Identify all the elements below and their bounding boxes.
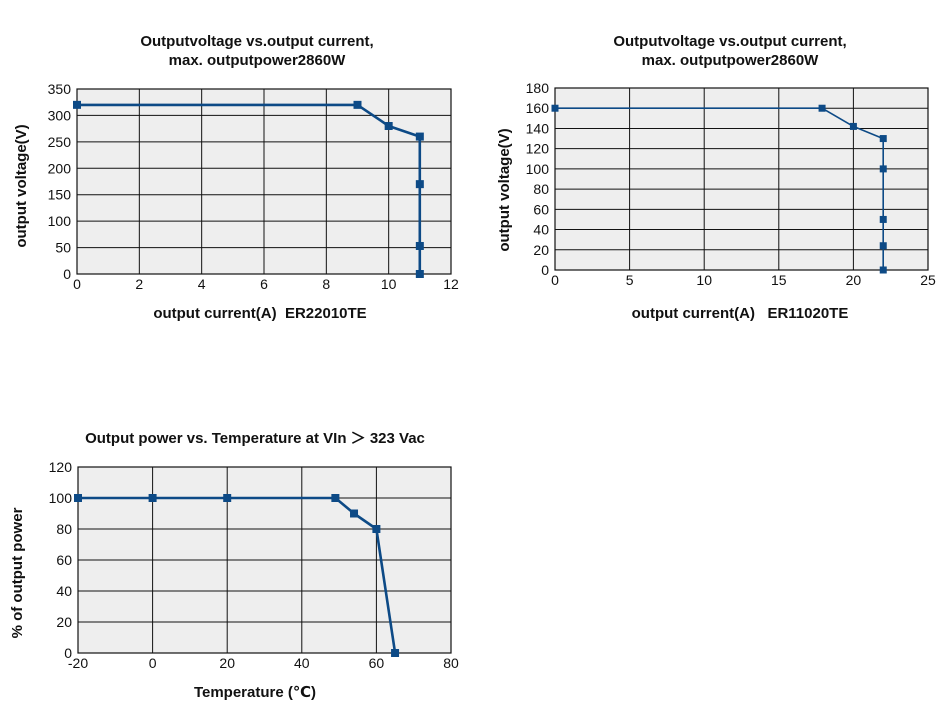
- y-tick-label: 0: [64, 645, 72, 661]
- chart-title: max. outputpower2860W: [169, 52, 347, 69]
- data-point-marker: [415, 132, 424, 141]
- data-point-marker: [415, 270, 424, 278]
- y-tick-label: 140: [526, 120, 550, 136]
- x-axis-title: Temperature (℃): [194, 684, 316, 701]
- x-tick-label: 0: [73, 276, 81, 292]
- data-point-marker: [551, 104, 559, 112]
- data-point-marker: [879, 165, 887, 173]
- data-point-marker: [223, 494, 232, 502]
- y-tick-label: 50: [55, 240, 71, 256]
- x-tick-label: 60: [369, 655, 385, 671]
- y-tick-label: 250: [48, 134, 72, 150]
- x-tick-label: 80: [443, 655, 459, 671]
- series-line: [555, 107, 885, 270]
- x-axis-title: output current(A) ER22010TE: [153, 305, 366, 322]
- x-tick-label: 15: [771, 272, 787, 288]
- data-point-marker: [391, 649, 400, 657]
- data-point-marker: [331, 494, 340, 502]
- x-tick-label: 40: [294, 655, 310, 671]
- y-tick-label: 40: [56, 583, 72, 599]
- chart-title: max. outputpower2860W: [642, 52, 820, 69]
- data-point-marker: [415, 180, 424, 189]
- y-tick-label: 60: [56, 552, 72, 568]
- y-tick-label: 0: [541, 262, 549, 278]
- y-tick-label: 120: [526, 141, 550, 157]
- y-tick-label: 100: [49, 490, 73, 506]
- x-tick-label: 8: [322, 276, 330, 292]
- y-tick-label: 80: [533, 181, 549, 197]
- chart-2: Outputvoltage vs.output current, max. out…: [496, 33, 936, 322]
- chart-1: Outputvoltage vs.output current, max. out…: [13, 33, 459, 322]
- x-tick-label: 10: [696, 272, 712, 288]
- y-tick-label: 120: [49, 459, 73, 475]
- x-tick-label: 0: [551, 272, 559, 288]
- data-point-marker: [74, 494, 82, 502]
- x-tick-label: 12: [443, 276, 459, 292]
- y-axis-title: % of output power: [9, 507, 26, 638]
- data-point-marker: [879, 215, 887, 223]
- data-point-marker: [353, 100, 362, 109]
- plot-area: [554, 87, 929, 271]
- y-tick-label: 20: [56, 614, 72, 630]
- y-tick-label: 350: [48, 81, 72, 97]
- y-tick-label: 80: [56, 521, 72, 537]
- x-tick-label: -20: [68, 655, 88, 671]
- y-tick-label: 200: [48, 160, 72, 176]
- x-tick-label: 25: [920, 272, 936, 288]
- x-tick-label: 10: [381, 276, 397, 292]
- chart-title: Output power vs. Temperature at VIn ＞ 32…: [85, 430, 425, 447]
- y-tick-label: 100: [48, 213, 72, 229]
- x-tick-label: 2: [135, 276, 143, 292]
- y-tick-label: 40: [533, 222, 549, 238]
- y-tick-label: 60: [533, 201, 549, 217]
- data-point-marker: [879, 242, 887, 250]
- x-tick-label: 4: [198, 276, 206, 292]
- data-point-marker: [148, 494, 157, 502]
- data-point-marker: [818, 104, 826, 112]
- x-tick-label: 20: [219, 655, 235, 671]
- x-tick-label: 0: [149, 655, 157, 671]
- chart-title: Outputvoltage vs.output current,: [613, 33, 846, 50]
- x-axis-title: output current(A) ER11020TE: [632, 305, 849, 322]
- y-tick-label: 100: [526, 161, 550, 177]
- y-tick-label: 150: [48, 187, 72, 203]
- chart-3: Output power vs. Temperature at VIn ＞ 32…: [9, 430, 459, 701]
- data-point-marker: [415, 241, 424, 250]
- data-point-marker: [879, 135, 887, 143]
- y-tick-label: 180: [526, 80, 550, 96]
- chart-title: Outputvoltage vs.output current,: [140, 33, 373, 50]
- x-tick-label: 20: [846, 272, 862, 288]
- data-point-marker: [372, 525, 381, 533]
- data-point-marker: [849, 122, 857, 130]
- y-tick-label: 300: [48, 107, 72, 123]
- y-tick-label: 0: [63, 266, 71, 282]
- x-tick-label: 6: [260, 276, 268, 292]
- y-tick-label: 20: [533, 242, 549, 258]
- data-point-marker: [384, 122, 393, 130]
- y-axis-title: output voltage(V): [13, 124, 30, 247]
- data-point-marker: [879, 266, 887, 274]
- x-tick-label: 5: [626, 272, 634, 288]
- y-axis-title: output voltage(V): [496, 128, 513, 251]
- y-tick-label: 160: [526, 100, 550, 116]
- data-point-marker: [73, 100, 81, 109]
- data-point-marker: [350, 509, 359, 518]
